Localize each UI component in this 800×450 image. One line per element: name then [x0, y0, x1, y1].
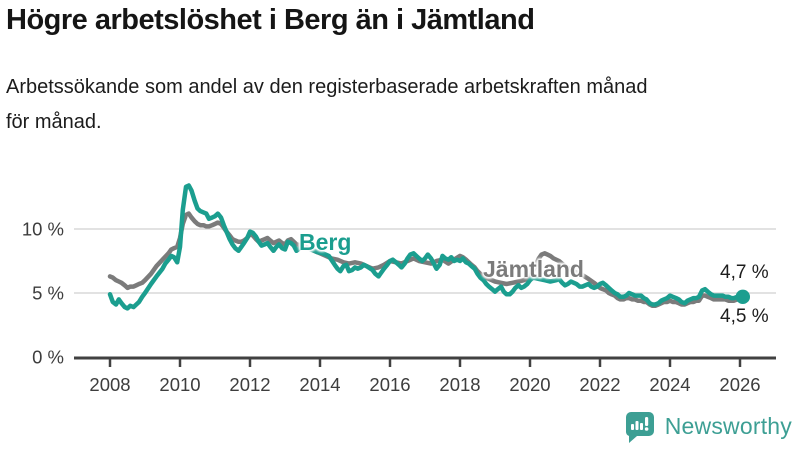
- series-line-berg: [107, 183, 746, 311]
- y-tick-label-10: 10 %: [22, 219, 64, 240]
- x-tick-label-2008: 2008: [89, 374, 130, 395]
- x-tick-label-2012: 2012: [229, 374, 270, 395]
- x-tick-label-2020: 2020: [509, 374, 550, 395]
- x-tick-label-2018: 2018: [439, 374, 480, 395]
- series-end-dot-berg: [735, 289, 750, 305]
- end-value-label-jamtland: 4,5 %: [720, 306, 769, 327]
- newsworthy-logo-text: Newsworthy: [664, 413, 792, 439]
- end-value-label-berg: 4,7 %: [720, 262, 769, 283]
- x-tick-label-2016: 2016: [369, 374, 410, 395]
- y-tick-label-0: 0 %: [32, 347, 64, 368]
- series-label-berg: Berg: [299, 229, 352, 255]
- x-tick-label-2014: 2014: [299, 374, 340, 395]
- x-tick-label-2024: 2024: [649, 374, 690, 395]
- x-tick-label-2010: 2010: [159, 374, 200, 395]
- x-tick-label-2026: 2026: [719, 374, 760, 395]
- y-tick-label-5: 5 %: [32, 283, 64, 304]
- chart-subtitle: Arbetssökande som andel av den registerb…: [6, 76, 648, 133]
- page-title: Högre arbetslöshet i Berg än i Jämtland: [6, 4, 535, 36]
- newsworthy-logo: Newsworthy: [623, 410, 792, 443]
- newsworthy-chart-bubble-icon: [625, 412, 654, 443]
- series-label-jamtland: Jämtland: [483, 256, 584, 282]
- x-tick-label-2022: 2022: [579, 374, 620, 395]
